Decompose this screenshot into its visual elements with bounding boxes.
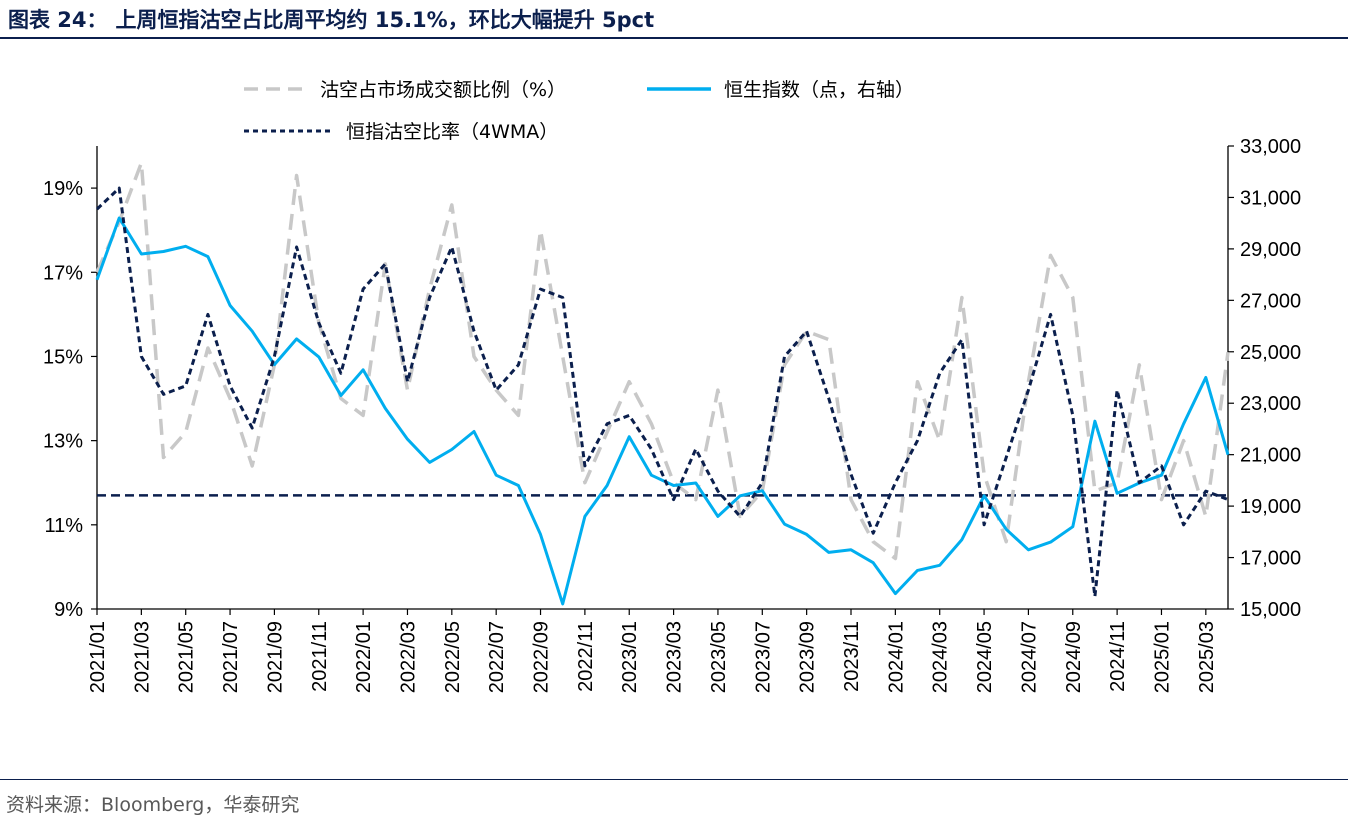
right-tick-label: 21,000 <box>1240 445 1301 467</box>
right-tick-label: 31,000 <box>1240 187 1301 209</box>
legend: 沽空占市场成交额比例（%） 恒生指数（点，右轴） 恒指沽空比率（4WMA） <box>244 79 914 143</box>
right-tick-label: 25,000 <box>1240 342 1301 364</box>
x-tick-label: 2024/05 <box>974 621 996 693</box>
right-tick-label: 19,000 <box>1240 496 1301 518</box>
bottom-rule <box>0 779 1348 780</box>
page-title: 图表 24： 上周恒指沽空占比周平均约 15.1%，环比大幅提升 5pct <box>8 4 654 34</box>
x-tick-label: 2025/01 <box>1151 621 1173 693</box>
x-tick-label: 2021/03 <box>131 621 153 693</box>
left-tick-label: 11% <box>44 515 83 537</box>
legend-label-short-ratio: 沽空占市场成交额比例（%） <box>320 79 566 101</box>
legend-label-hsi: 恒生指数（点，右轴） <box>724 79 914 101</box>
x-tick-label: 2021/05 <box>176 621 198 693</box>
right-tick-label: 33,000 <box>1240 136 1301 158</box>
x-tick-label: 2023/05 <box>708 621 730 693</box>
legend-label-wma: 恒指沽空比率（4WMA） <box>346 121 558 143</box>
x-tick-label: 2024/01 <box>885 621 907 693</box>
x-tick-label: 2024/07 <box>1018 621 1040 693</box>
top-rule <box>0 37 1348 39</box>
x-tick-label: 2022/03 <box>397 621 419 693</box>
figure-label: 图表 24： <box>8 8 108 32</box>
right-tick-label: 17,000 <box>1240 548 1301 570</box>
plot-area: 9% 11% 13% 15% 17% 19% 15,000 17,000 19,000 21,00… <box>43 136 1301 693</box>
x-tick-label: 2021/01 <box>87 621 109 693</box>
left-tick-label: 15% <box>43 346 83 368</box>
x-tick-label: 2023/03 <box>664 621 686 693</box>
left-tick-label: 19% <box>43 178 83 200</box>
figure-title: 上周恒指沽空占比周平均约 15.1%，环比大幅提升 5pct <box>115 8 655 32</box>
left-tick-label: 17% <box>43 262 83 284</box>
right-tick-label: 15,000 <box>1240 599 1301 621</box>
series-short-ratio-line <box>95 161 1230 561</box>
x-tick-label: 2021/09 <box>264 621 286 693</box>
x-tick-label: 2022/11 <box>575 621 597 692</box>
x-tick-label: 2023/07 <box>752 621 774 693</box>
left-tick-label: 13% <box>43 431 83 453</box>
left-tick-label: 9% <box>54 599 83 621</box>
x-tick-label: 2021/07 <box>220 621 242 693</box>
chart: 沽空占市场成交额比例（%） 恒生指数（点，右轴） 恒指沽空比率（4WMA） 9%… <box>43 79 1301 693</box>
series-wma-line <box>95 186 1229 598</box>
x-tick-label: 2022/07 <box>486 621 508 693</box>
x-tick-label: 2024/11 <box>1107 621 1129 692</box>
right-tick-label: 29,000 <box>1240 239 1301 261</box>
x-tick-label: 2024/09 <box>1063 621 1085 693</box>
x-tick-label: 2023/01 <box>619 621 641 693</box>
x-tick-label: 2023/09 <box>797 621 819 693</box>
source-note: 资料来源：Bloomberg，华泰研究 <box>6 794 300 816</box>
x-tick-label: 2022/09 <box>531 621 553 693</box>
series-hsi-line <box>95 216 1230 606</box>
x-tick-label: 2024/03 <box>930 621 952 693</box>
x-tick-label: 2022/01 <box>353 621 375 693</box>
x-tick-label: 2022/05 <box>442 621 464 693</box>
x-tick-label: 2025/03 <box>1196 621 1218 693</box>
x-tick-label: 2021/11 <box>309 621 331 692</box>
right-tick-label: 27,000 <box>1240 290 1301 312</box>
right-tick-label: 23,000 <box>1240 393 1301 415</box>
x-tick-label: 2023/11 <box>841 621 863 692</box>
